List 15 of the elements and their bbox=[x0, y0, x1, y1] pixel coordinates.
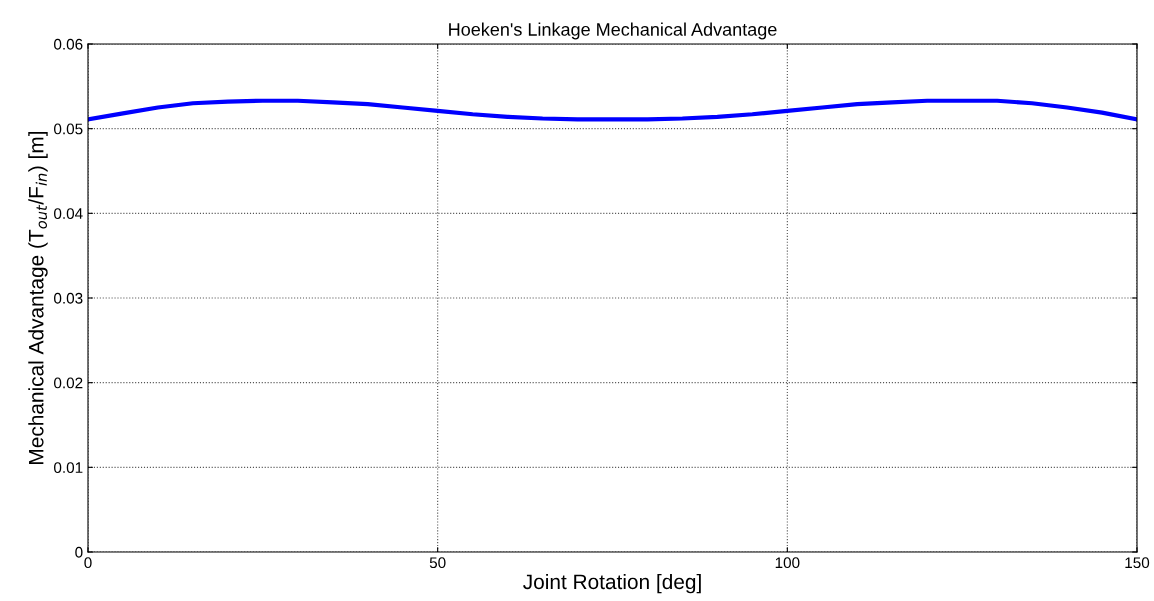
y-tick-label: 0 bbox=[75, 546, 83, 558]
line-series bbox=[88, 98, 1137, 122]
x-tick-label: 100 bbox=[775, 557, 800, 569]
x-tick-label: 50 bbox=[429, 557, 446, 569]
y-tick-label: 0.06 bbox=[54, 38, 83, 50]
y-tick-label: 0.03 bbox=[54, 292, 83, 304]
x-axis-title: Joint Rotation [deg] bbox=[523, 573, 701, 594]
y-tick-label: 0.01 bbox=[54, 462, 83, 474]
chart-title: Hoeken's Linkage Mechanical Advantage bbox=[449, 22, 777, 40]
y-axis-title: Mechanical Advantage (T$_{out}$/F$_{in}$) [m] bbox=[28, 131, 48, 464]
x-tick-label: 0 bbox=[84, 557, 92, 569]
y-tick-label: 0.02 bbox=[54, 377, 83, 389]
y-tick-label: 0.05 bbox=[54, 123, 83, 135]
y-tick-label: 0.04 bbox=[54, 208, 83, 220]
x-tick-label: 150 bbox=[1125, 557, 1150, 569]
